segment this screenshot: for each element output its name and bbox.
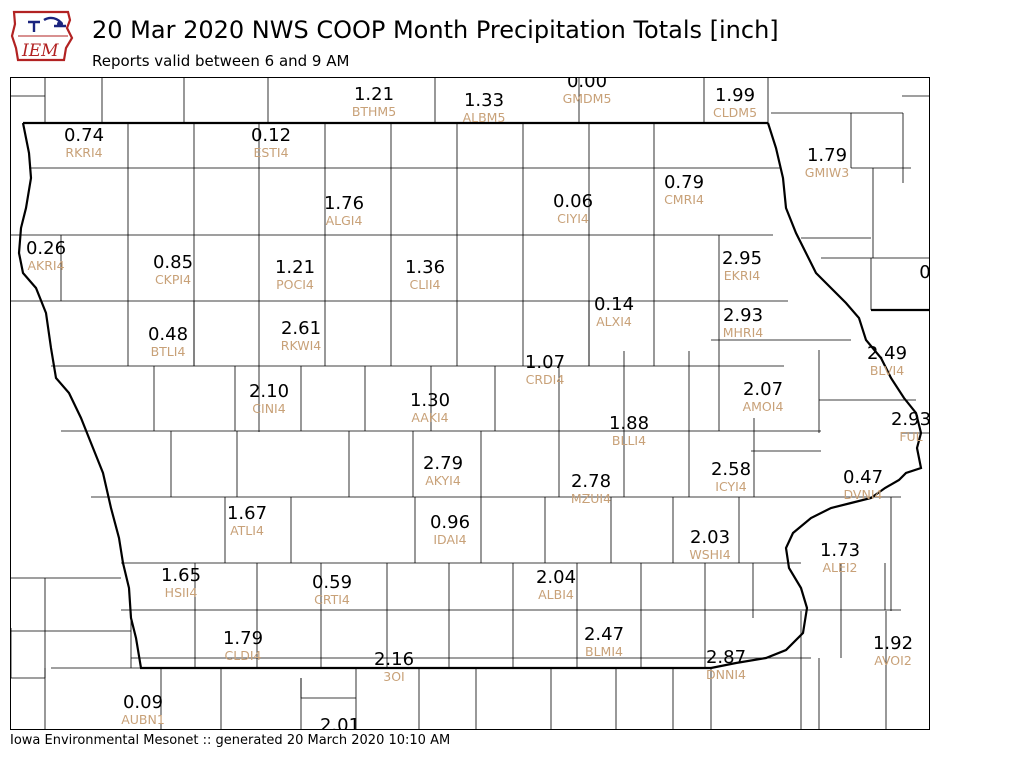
station-label: 1.92 AVOI2 — [872, 633, 914, 668]
station-label: 2.49 BLVI4 — [866, 343, 908, 378]
station-label: 0.59 CRTI4 — [311, 572, 353, 607]
station-label: 1.79 GMIW3 — [804, 145, 850, 180]
station-label: 2.58 ICYI4 — [710, 459, 752, 494]
station-label: 1.33 ALBM5 — [462, 90, 506, 125]
station-label: 0.48 BTLI4 — [147, 324, 189, 359]
station-label: 0.85 CKPI4 — [152, 252, 194, 287]
station-label: 1.79 CLDI4 — [222, 628, 264, 663]
station-label: 0.74 RKRI4 — [63, 125, 105, 160]
station-label: 2.95 EKRI4 — [721, 248, 763, 283]
map-frame: 1.21 BTHM5 1.33 ALBM5 0.00 GMDM5 1.99 CLDM5 … — [10, 77, 930, 730]
station-label: 2.01 — [319, 715, 361, 730]
page-subtitle: Reports valid between 6 and 9 AM — [92, 52, 350, 70]
station-label: 2.16 3OI — [373, 649, 415, 684]
station-label: 2.10 CINI4 — [248, 381, 290, 416]
station-label: 2.79 AKYI4 — [422, 453, 464, 488]
logo-text: IEM — [21, 41, 59, 61]
station-label: 2.04 ALBI4 — [535, 567, 577, 602]
station-label: 0.96 IDAI4 — [429, 512, 471, 547]
station-label: 1.07 CRDI4 — [524, 352, 566, 387]
station-label: 2.03 WSHI4 — [689, 527, 731, 562]
station-label: 2.61 RKWI4 — [280, 318, 322, 353]
station-label: 1.21 POCI4 — [274, 257, 316, 292]
station-label: 0.79 CMRI4 — [663, 172, 705, 207]
station-label: 1.73 ALEI2 — [819, 540, 861, 575]
iem-logo: IEM — [10, 10, 74, 62]
station-label: 2.07 AMOI4 — [742, 379, 784, 414]
station-label: 1.99 CLDM5 — [712, 85, 758, 120]
station-label: 0.06 CIYI4 — [552, 191, 594, 226]
station-label: 0.14 ALXI4 — [593, 294, 635, 329]
station-label: 1.67 ATLI4 — [226, 503, 268, 538]
station-label: 0.09 AUBN1 — [121, 692, 165, 727]
station-label: 1.65 HSII4 — [160, 565, 202, 600]
station-label: 0.26 AKRI4 — [25, 238, 67, 273]
station-label: 0 — [919, 262, 930, 283]
station-label: 2.93 MHRI4 — [722, 305, 764, 340]
station-label: 0.00 GMDM5 — [562, 77, 612, 106]
county-grid — [11, 78, 929, 729]
station-label: 0.47 DVNI4 — [842, 467, 884, 502]
page-title: 20 Mar 2020 NWS COOP Month Precipitation… — [92, 16, 779, 44]
station-label: 1.21 BTHM5 — [351, 84, 397, 119]
footer-credit: Iowa Environmental Mesonet :: generated … — [10, 733, 451, 748]
station-label: 1.88 BLLI4 — [608, 413, 650, 448]
station-label: 2.87 DNNI4 — [705, 647, 747, 682]
station-label: 1.30 AAKI4 — [409, 390, 451, 425]
station-label: 2.78 MZUI4 — [570, 471, 612, 506]
station-label: 1.36 CLII4 — [404, 257, 446, 292]
station-label: 2.93 FUL — [890, 409, 930, 444]
station-label: 2.47 BLMI4 — [583, 624, 625, 659]
station-label: 1.76 ALGI4 — [323, 193, 365, 228]
station-label: 0.12 ESTI4 — [250, 125, 292, 160]
